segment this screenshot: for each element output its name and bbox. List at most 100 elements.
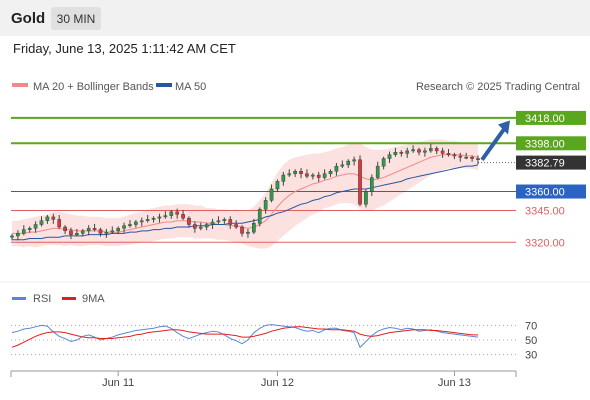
candle-body xyxy=(116,228,120,232)
candle-body xyxy=(417,149,421,153)
candle-body xyxy=(470,157,474,159)
candle-body xyxy=(193,224,197,229)
candle-body xyxy=(51,216,56,220)
candle-body xyxy=(145,219,150,221)
candle-body xyxy=(263,200,268,210)
candle-body xyxy=(246,231,250,234)
forecast-arrow-shaft xyxy=(480,125,508,161)
chart-datetime: Friday, June 13, 2025 1:11:42 AM CET xyxy=(13,41,236,56)
candles xyxy=(10,143,480,241)
support-label-3320.00: 3320.00 xyxy=(525,237,565,249)
x-axis: Jun 11 Jun 12 Jun 13 xyxy=(102,371,471,389)
candle-body xyxy=(128,224,132,226)
candle-body xyxy=(293,171,297,174)
candle-body xyxy=(257,209,262,224)
candle-body xyxy=(210,221,215,225)
resistance-label-box-3398.00 xyxy=(516,136,586,151)
candle-body xyxy=(39,220,44,225)
timeframe-button[interactable]: 30 MIN xyxy=(51,7,101,30)
candle-body xyxy=(311,174,315,177)
candle-body xyxy=(358,159,362,205)
candle-body xyxy=(299,171,303,174)
x-tick-label: Jun 13 xyxy=(438,377,471,389)
x-tick-label: Jun 11 xyxy=(102,377,134,389)
last-price-label-3382.79: 3382.79 xyxy=(525,158,565,170)
candle-body xyxy=(370,177,374,192)
rsi-ma-legend-swatch xyxy=(62,297,76,300)
candle-body xyxy=(423,150,427,153)
candle-body xyxy=(452,154,457,157)
candle-body xyxy=(69,230,73,235)
candle-body xyxy=(405,150,410,154)
rsi-panel: 30 50 70 xyxy=(11,320,537,362)
resistance-label-3398.00: 3398.00 xyxy=(525,138,565,150)
candle-body xyxy=(411,149,415,152)
candle-body xyxy=(275,181,280,190)
candle-body xyxy=(27,228,32,230)
candle-body xyxy=(169,211,174,216)
candle-body xyxy=(375,165,380,178)
candle-body xyxy=(104,231,109,234)
candle-body xyxy=(322,173,327,178)
candle-body xyxy=(63,226,67,232)
candle-body xyxy=(92,228,97,230)
ma20-legend-swatch xyxy=(12,83,28,87)
candle-body xyxy=(393,151,398,155)
forecast-arrow-head xyxy=(498,120,510,135)
candle-body xyxy=(134,221,138,225)
candle-body xyxy=(464,157,469,159)
candle-body xyxy=(440,150,445,154)
rsi-legend-label: RSI xyxy=(33,293,51,305)
support-label-3345.00: 3345.00 xyxy=(525,206,565,218)
candle-body xyxy=(352,159,356,162)
candle-body xyxy=(387,154,392,159)
candle-body xyxy=(216,220,221,223)
pivot-label-3360.00: 3360.00 xyxy=(525,187,565,199)
candle-body xyxy=(45,216,50,221)
candle-body xyxy=(139,220,144,223)
forecast-arrow xyxy=(480,120,510,161)
rsi-tick-label: 50 xyxy=(525,335,537,347)
rsi-tick-label: 70 xyxy=(525,320,537,332)
candle-body xyxy=(434,148,439,152)
candle-body xyxy=(281,174,286,182)
instrument-name: Gold xyxy=(11,10,46,27)
candle-body xyxy=(399,151,404,154)
last-price-label-box-3382.79 xyxy=(516,155,586,170)
candle-body xyxy=(122,225,126,229)
candle-body xyxy=(10,235,14,238)
candle-body xyxy=(428,148,433,152)
candle-body xyxy=(21,229,26,234)
resistance-label-3418.00: 3418.00 xyxy=(525,113,565,125)
candle-body xyxy=(316,174,321,178)
candle-body xyxy=(340,164,345,167)
candle-body xyxy=(305,173,309,177)
candle-body xyxy=(86,228,91,232)
candle-body xyxy=(198,226,203,229)
candle-body xyxy=(204,224,209,228)
ma50-legend-swatch xyxy=(156,83,172,87)
pivot-label-box-3360.00 xyxy=(516,184,586,199)
candle-body xyxy=(364,191,368,205)
candle-body xyxy=(57,219,62,228)
rsi-line xyxy=(11,324,479,349)
candle-body xyxy=(334,165,339,172)
rsi-ma-legend-label: 9MA xyxy=(82,293,105,305)
candle-body xyxy=(287,173,292,176)
candle-body xyxy=(346,160,351,166)
rsi-legend-swatch xyxy=(12,297,26,300)
candle-body xyxy=(187,217,191,225)
header-bar: Gold 30 MIN xyxy=(0,0,590,36)
rsi-ma-line xyxy=(11,326,478,348)
candle-body xyxy=(252,223,256,233)
ma50-line xyxy=(12,164,479,241)
level-lines xyxy=(11,116,516,243)
resistance-label-box-3418.00 xyxy=(516,110,586,125)
candle-body xyxy=(157,216,162,219)
candle-body xyxy=(181,214,185,219)
candle-body xyxy=(222,219,227,221)
candle-body xyxy=(228,219,233,225)
x-tick-label: Jun 12 xyxy=(261,377,294,389)
candle-body xyxy=(269,188,274,201)
